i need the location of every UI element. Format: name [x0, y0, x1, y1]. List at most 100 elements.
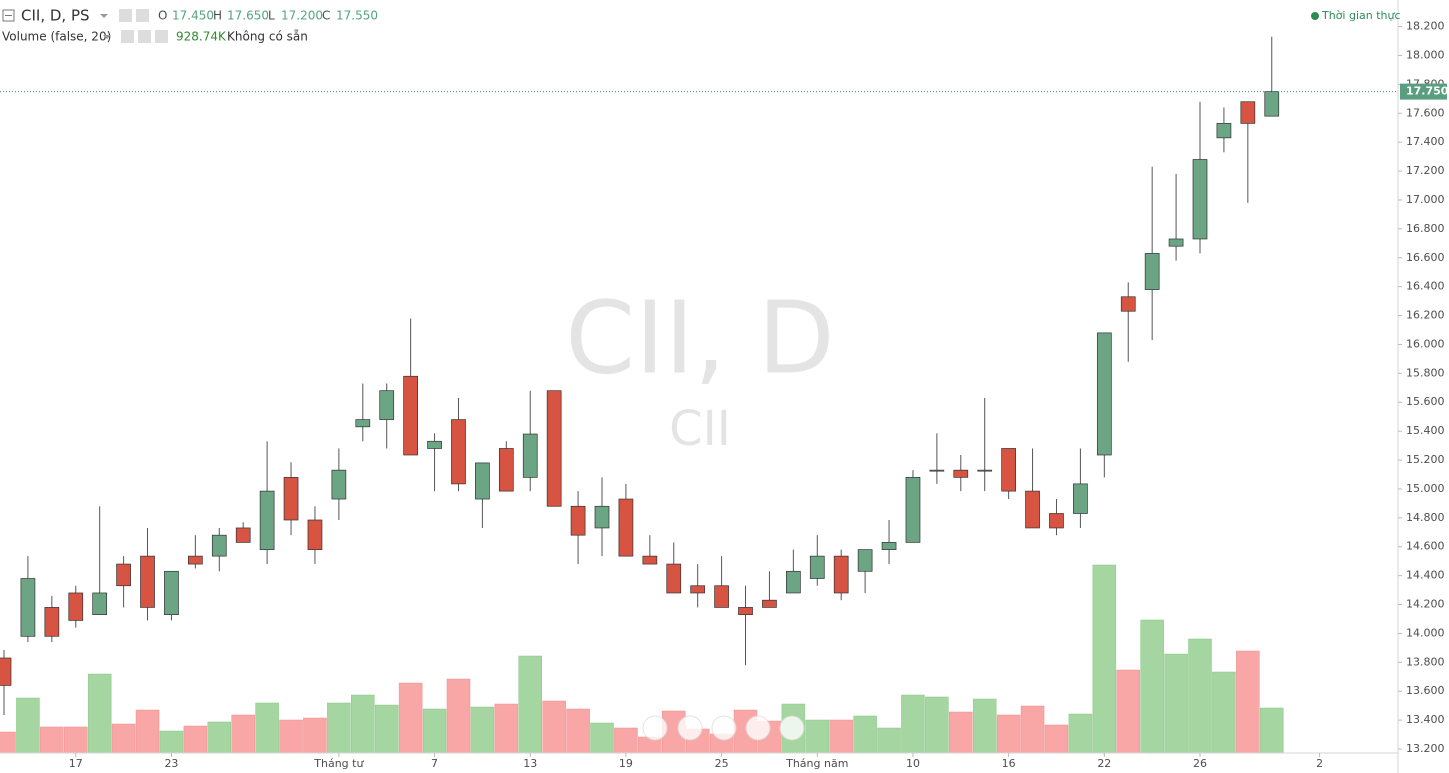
- candle-body: [235, 527, 251, 543]
- zoom-out[interactable]: [677, 715, 703, 741]
- x-tick-label: 13: [523, 757, 537, 770]
- watermark-sub: CII: [669, 401, 731, 457]
- icon[interactable]: [136, 9, 149, 22]
- volume-bar: [494, 703, 519, 754]
- volume-bar: [422, 708, 447, 754]
- volume-bar: [1020, 705, 1045, 754]
- candle-body: [522, 433, 538, 478]
- volume-bar: [135, 709, 160, 754]
- y-tick-label: 15.400: [1406, 424, 1445, 437]
- volume-bar: [1068, 713, 1093, 754]
- y-tick-label: 13.600: [1406, 684, 1445, 697]
- candle-body: [690, 585, 706, 594]
- volume-bar: [279, 719, 303, 754]
- candle-body: [1001, 448, 1016, 492]
- scroll-left[interactable]: [642, 715, 668, 741]
- symbol: CII, D, PS: [21, 7, 90, 25]
- volume-bar: [1212, 671, 1236, 754]
- volume-bar: [566, 708, 590, 754]
- collapse-icon[interactable]: [2, 9, 15, 22]
- candle-body: [786, 570, 801, 594]
- candle-body: [498, 448, 514, 492]
- y-tick-label: 13.400: [1406, 713, 1445, 726]
- volume-bar: [590, 722, 614, 754]
- icon[interactable]: [138, 30, 151, 43]
- candle-body: [1120, 296, 1136, 312]
- candle-body: [140, 555, 155, 608]
- y-tick-label: 17.000: [1406, 193, 1445, 206]
- zoom-in[interactable]: [745, 715, 771, 741]
- volume-bar: [351, 694, 375, 754]
- candle-body: [809, 555, 825, 579]
- candle-body: [283, 477, 299, 521]
- candle-body: [1073, 483, 1088, 514]
- scroll-right[interactable]: [779, 715, 805, 741]
- volume-bar: [111, 723, 136, 754]
- candle-body: [929, 469, 945, 472]
- volume-note: Không có sẵn: [227, 30, 308, 44]
- reset[interactable]: [711, 715, 737, 741]
- volume-bar: [901, 694, 925, 754]
- y-tick-label: 13.800: [1406, 655, 1445, 668]
- candle-body: [307, 519, 323, 550]
- x-tick-label: 22: [1097, 757, 1111, 770]
- volume-pane: [0, 564, 1284, 754]
- x-tick-label: 7: [431, 757, 438, 770]
- volume-bar: [614, 727, 638, 754]
- x-tick-label: 17: [69, 757, 83, 770]
- candle-body: [953, 469, 969, 478]
- candle-body: [1192, 159, 1208, 240]
- volume-bar: [231, 714, 255, 754]
- volume-bar: [64, 726, 88, 754]
- y-tick-label: 14.200: [1406, 598, 1445, 611]
- x-tick-label: 16: [1002, 757, 1016, 770]
- y-tick-label: 13.200: [1406, 742, 1445, 755]
- candle-body: [1240, 101, 1256, 124]
- y-tick-label: 16.200: [1406, 309, 1445, 322]
- volume-bar: [996, 714, 1021, 754]
- icon[interactable]: [121, 30, 134, 43]
- candle-body: [762, 599, 777, 608]
- candle-body: [1144, 253, 1160, 290]
- candle-body: [403, 375, 418, 456]
- volume-bar: [327, 702, 351, 754]
- volume-bar: [972, 698, 997, 754]
- y-tick-label: 14.400: [1406, 569, 1445, 582]
- candle-body: [738, 607, 753, 615]
- candle-body: [44, 607, 60, 637]
- dropdown[interactable]: [100, 14, 108, 18]
- icon[interactable]: [155, 30, 168, 43]
- candle-body: [211, 534, 227, 557]
- y-tick-label: 14.600: [1406, 540, 1445, 553]
- candle-body: [1168, 238, 1184, 247]
- candle-body: [1096, 332, 1112, 456]
- candle-body: [116, 563, 131, 587]
- volume-bar: [1164, 653, 1188, 754]
- volume-bar: [16, 697, 40, 754]
- y-tick-label: 15.800: [1406, 366, 1445, 379]
- volume-bar: [40, 726, 64, 754]
- volume-bar: [1188, 638, 1212, 754]
- candle-body: [427, 440, 442, 449]
- volume-bar: [470, 706, 495, 754]
- y-tick-label: 16.600: [1406, 251, 1445, 264]
- candle-body: [164, 570, 179, 615]
- candle-body: [259, 490, 275, 550]
- volume-bar: [542, 700, 566, 754]
- volume-bar: [255, 702, 279, 754]
- realtime-dot: [1311, 12, 1319, 20]
- candle-body: [833, 555, 849, 594]
- dropdown[interactable]: [103, 35, 111, 39]
- icon[interactable]: [119, 9, 132, 22]
- last-price-box: [1400, 83, 1447, 100]
- volume-bar: [1044, 724, 1069, 754]
- y-tick-label: 15.600: [1406, 395, 1445, 408]
- volume-bar: [1260, 707, 1284, 754]
- volume-bar: [1116, 669, 1140, 754]
- y-tick-label: 18.000: [1406, 48, 1445, 61]
- candle-body: [92, 592, 108, 615]
- candle-body: [451, 419, 466, 485]
- y-tick-label: 15.000: [1406, 482, 1445, 495]
- volume-bar: [303, 717, 327, 754]
